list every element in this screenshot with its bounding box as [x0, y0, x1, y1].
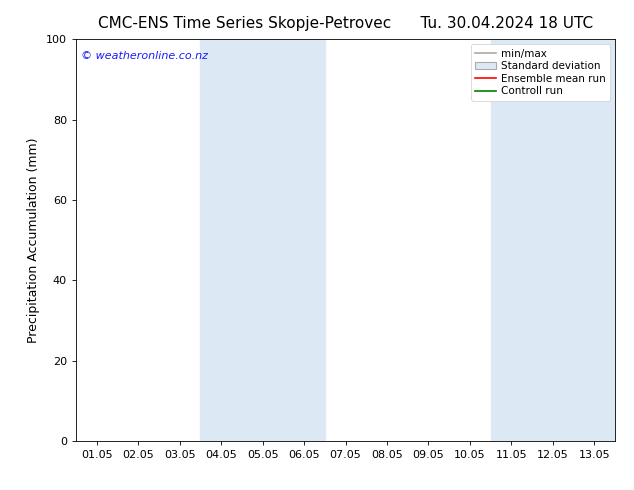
Y-axis label: Precipitation Accumulation (mm): Precipitation Accumulation (mm) [27, 137, 41, 343]
Title: CMC-ENS Time Series Skopje-Petrovec      Tu. 30.04.2024 18 UTC: CMC-ENS Time Series Skopje-Petrovec Tu. … [98, 16, 593, 31]
Bar [491, 39, 615, 441]
Bar [200, 39, 325, 441]
Text: © weatheronline.co.nz: © weatheronline.co.nz [81, 51, 209, 61]
Legend: min/max, Standard deviation, Ensemble mean run, Controll run: min/max, Standard deviation, Ensemble me… [470, 45, 610, 100]
